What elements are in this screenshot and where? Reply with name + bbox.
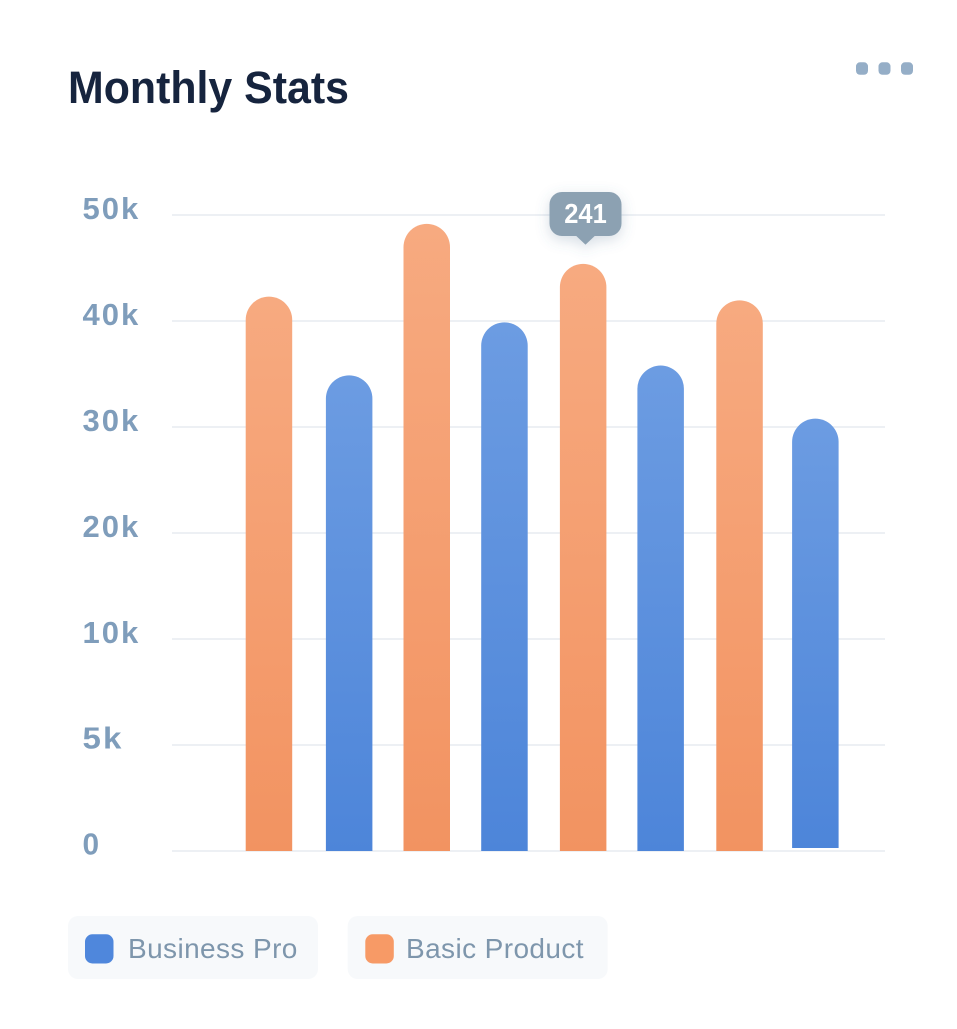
svg-text:30k: 30k bbox=[83, 403, 141, 438]
svg-text:Business Pro: Business Pro bbox=[128, 933, 298, 964]
svg-text:10k: 10k bbox=[83, 615, 141, 650]
svg-text:50k: 50k bbox=[83, 191, 141, 226]
svg-text:5k: 5k bbox=[83, 721, 124, 756]
svg-text:20k: 20k bbox=[83, 509, 141, 544]
svg-text:40k: 40k bbox=[83, 297, 141, 332]
svg-text:Monthly Stats: Monthly Stats bbox=[68, 62, 349, 113]
svg-text:0: 0 bbox=[83, 827, 102, 862]
svg-text:241: 241 bbox=[564, 198, 607, 229]
svg-text:Basic Product: Basic Product bbox=[406, 933, 584, 964]
